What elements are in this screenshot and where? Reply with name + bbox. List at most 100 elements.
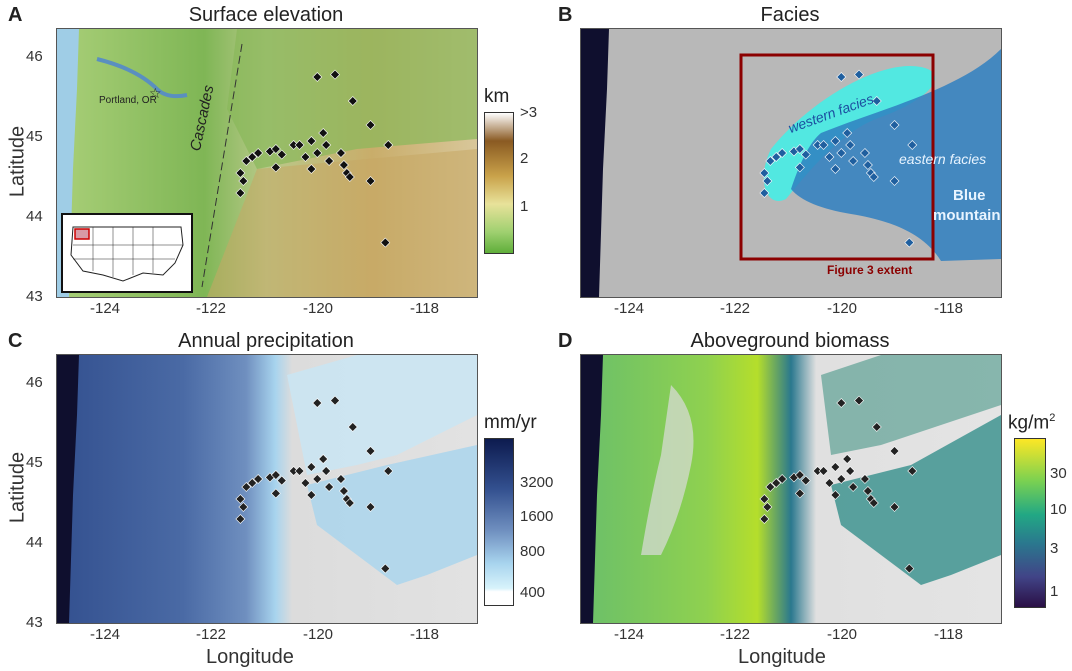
site-marker	[845, 140, 856, 150]
panel-letter-b: B	[558, 4, 573, 26]
precipitation-tick: 400	[520, 584, 546, 601]
lon-tick: -124	[614, 626, 645, 643]
usa-inset-map	[61, 213, 193, 293]
lon-tick: -118	[410, 626, 439, 643]
biomass-tick: 10	[1050, 501, 1067, 518]
site-marker	[771, 152, 782, 162]
lon-tick: -118	[934, 300, 963, 317]
blue-mountains-label-2: mountains	[933, 207, 1002, 224]
panel-letter-a: A	[8, 4, 23, 26]
precipitation-colorbar-title: mm/yr	[484, 412, 537, 433]
lat-tick: 43	[26, 288, 43, 305]
lon-tick: -120	[827, 300, 858, 317]
site-marker	[904, 563, 915, 574]
lon-tick: -122	[720, 300, 751, 317]
site-marker	[765, 156, 776, 166]
site-marker	[830, 490, 841, 500]
site-marker	[860, 474, 870, 484]
site-marker	[380, 563, 391, 574]
precipitation-colorbar	[484, 438, 514, 606]
lat-tick: 46	[26, 374, 43, 391]
site-marker	[321, 140, 332, 150]
site-marker	[836, 148, 847, 158]
site-marker	[380, 237, 391, 248]
facies-map: western facies eastern facies Blue mount…	[580, 28, 1002, 298]
site-marker	[306, 136, 317, 146]
panel-letter-c: C	[8, 330, 23, 352]
site-marker	[312, 148, 323, 158]
site-marker	[365, 502, 376, 512]
site-marker	[294, 466, 305, 476]
longitude-axis-label: Longitude	[738, 646, 826, 668]
site-marker	[848, 156, 859, 166]
site-marker	[800, 475, 811, 486]
site-marker	[762, 176, 773, 186]
eastern-facies-label: eastern facies	[899, 151, 987, 167]
site-marker	[830, 136, 841, 146]
panel-letter-d: D	[558, 330, 573, 352]
site-marker	[907, 466, 918, 476]
site-marker	[818, 466, 829, 476]
lat-tick: 44	[26, 208, 43, 225]
site-marker	[330, 69, 340, 80]
site-marker	[904, 237, 915, 248]
site-marker	[759, 168, 770, 178]
precipitation-tick: 1600	[520, 508, 554, 525]
site-marker	[889, 446, 900, 456]
site-marker	[306, 490, 317, 500]
site-marker	[270, 162, 281, 173]
site-marker	[777, 474, 788, 484]
site-marker	[777, 148, 788, 158]
site-marker	[338, 486, 349, 496]
site-marker	[842, 454, 853, 464]
site-marker	[306, 462, 317, 472]
lon-tick: -124	[90, 300, 121, 317]
panel-title-b: Facies	[760, 4, 820, 26]
biomass-tick: 3	[1050, 540, 1059, 557]
site-marker	[794, 144, 805, 154]
site-marker	[868, 498, 879, 508]
site-marker	[771, 478, 782, 488]
site-marker	[759, 188, 770, 198]
site-marker	[330, 395, 340, 406]
site-marker	[253, 148, 264, 158]
site-marker	[247, 478, 258, 488]
site-marker	[871, 96, 882, 106]
site-marker	[247, 152, 258, 162]
site-marker	[860, 148, 870, 158]
site-marker	[842, 128, 853, 138]
latitude-axis-label: Latitude	[6, 451, 29, 524]
site-marker	[836, 474, 847, 484]
site-marker	[270, 470, 281, 480]
site-marker	[907, 140, 918, 150]
site-marker	[794, 470, 805, 480]
site-marker	[238, 176, 249, 186]
elevation-colorbar-title: km	[484, 86, 510, 107]
portland-label: Portland, OR	[99, 95, 157, 106]
site-marker	[794, 488, 805, 499]
lon-tick: -120	[303, 626, 334, 643]
site-marker	[300, 152, 311, 162]
site-marker	[294, 140, 305, 150]
site-marker	[347, 96, 358, 106]
site-marker	[235, 168, 246, 178]
lat-tick: 45	[26, 128, 43, 145]
site-marker	[871, 422, 882, 432]
ocean-area	[57, 355, 79, 623]
site-marker	[824, 478, 835, 488]
site-marker	[759, 514, 770, 524]
site-marker	[276, 475, 287, 486]
site-marker	[854, 69, 864, 80]
elevation-tick: >3	[520, 104, 538, 121]
site-marker	[830, 164, 841, 174]
site-marker	[365, 176, 376, 186]
lon-tick: -118	[934, 626, 963, 643]
lon-tick: -124	[614, 300, 645, 317]
lon-tick: -122	[196, 626, 227, 643]
lon-tick: -124	[90, 626, 121, 643]
panel-title-d: Aboveground biomass	[690, 330, 890, 352]
site-marker	[318, 454, 329, 464]
panel-title-c: Annual precipitation	[178, 330, 354, 352]
lon-tick: -118	[410, 300, 439, 317]
site-marker	[235, 514, 246, 524]
